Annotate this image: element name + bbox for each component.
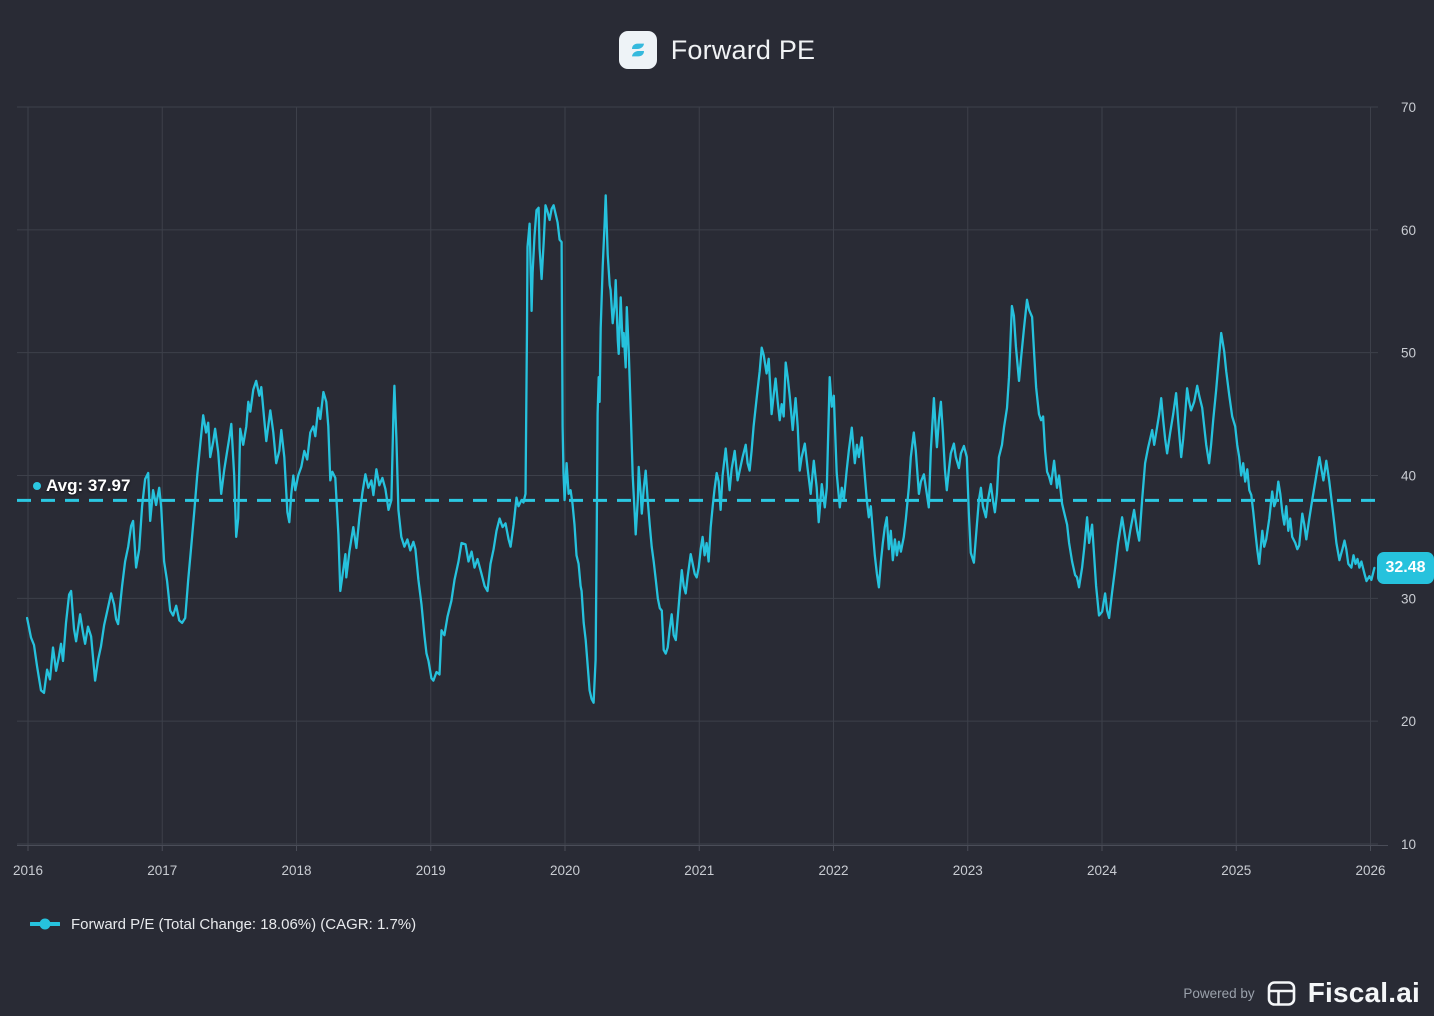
x-tick-label: 2025 [1221, 863, 1251, 878]
average-dot-icon [33, 482, 41, 491]
x-tick-label: 2021 [684, 863, 714, 878]
x-tick-label: 2019 [416, 863, 446, 878]
fiscal-brand-text: Fiscal.ai [1307, 977, 1420, 1008]
x-tick-label: 2020 [550, 863, 580, 878]
y-tick-label: 60 [1401, 223, 1416, 238]
legend-marker-icon [30, 918, 60, 930]
legend-label: Forward P/E (Total Change: 18.06%) (CAGR… [71, 915, 417, 933]
y-tick-label: 50 [1401, 346, 1416, 361]
x-tick-label: 2024 [1087, 863, 1118, 878]
x-tick-label: 2016 [13, 863, 43, 878]
x-tick-label: 2023 [953, 863, 983, 878]
y-tick-label: 20 [1401, 714, 1416, 729]
page-title: Forward PE [670, 34, 816, 65]
x-tick-label: 2022 [818, 863, 848, 878]
y-tick-label: 30 [1401, 591, 1416, 606]
legend: Forward P/E (Total Change: 18.06%) (CAGR… [30, 910, 416, 938]
footer-attribution[interactable]: Powered by Fiscal.ai [1183, 974, 1420, 1012]
y-tick-label: 10 [1401, 837, 1416, 852]
x-tick-label: 2018 [281, 863, 311, 878]
y-tick-label: 40 [1401, 468, 1416, 483]
average-label-text: Avg: 37.97 [46, 476, 131, 496]
average-annotation: Avg: 37.97 [33, 476, 130, 496]
x-tick-label: 2026 [1355, 863, 1385, 878]
fiscal-table-icon [1266, 978, 1297, 1009]
legend-item-forward-pe[interactable]: Forward P/E (Total Change: 18.06%) (CAGR… [30, 916, 416, 933]
x-tick-label: 2017 [147, 863, 177, 878]
powered-by-text: Powered by [1183, 985, 1255, 1001]
fiscal-app-logo-icon [618, 31, 657, 69]
y-tick-label: 70 [1401, 100, 1416, 115]
chart-header: Forward PE [0, 31, 1434, 69]
last-value-badge: 32.48 [1377, 551, 1434, 584]
forward-pe-series-line [25, 194, 1376, 704]
